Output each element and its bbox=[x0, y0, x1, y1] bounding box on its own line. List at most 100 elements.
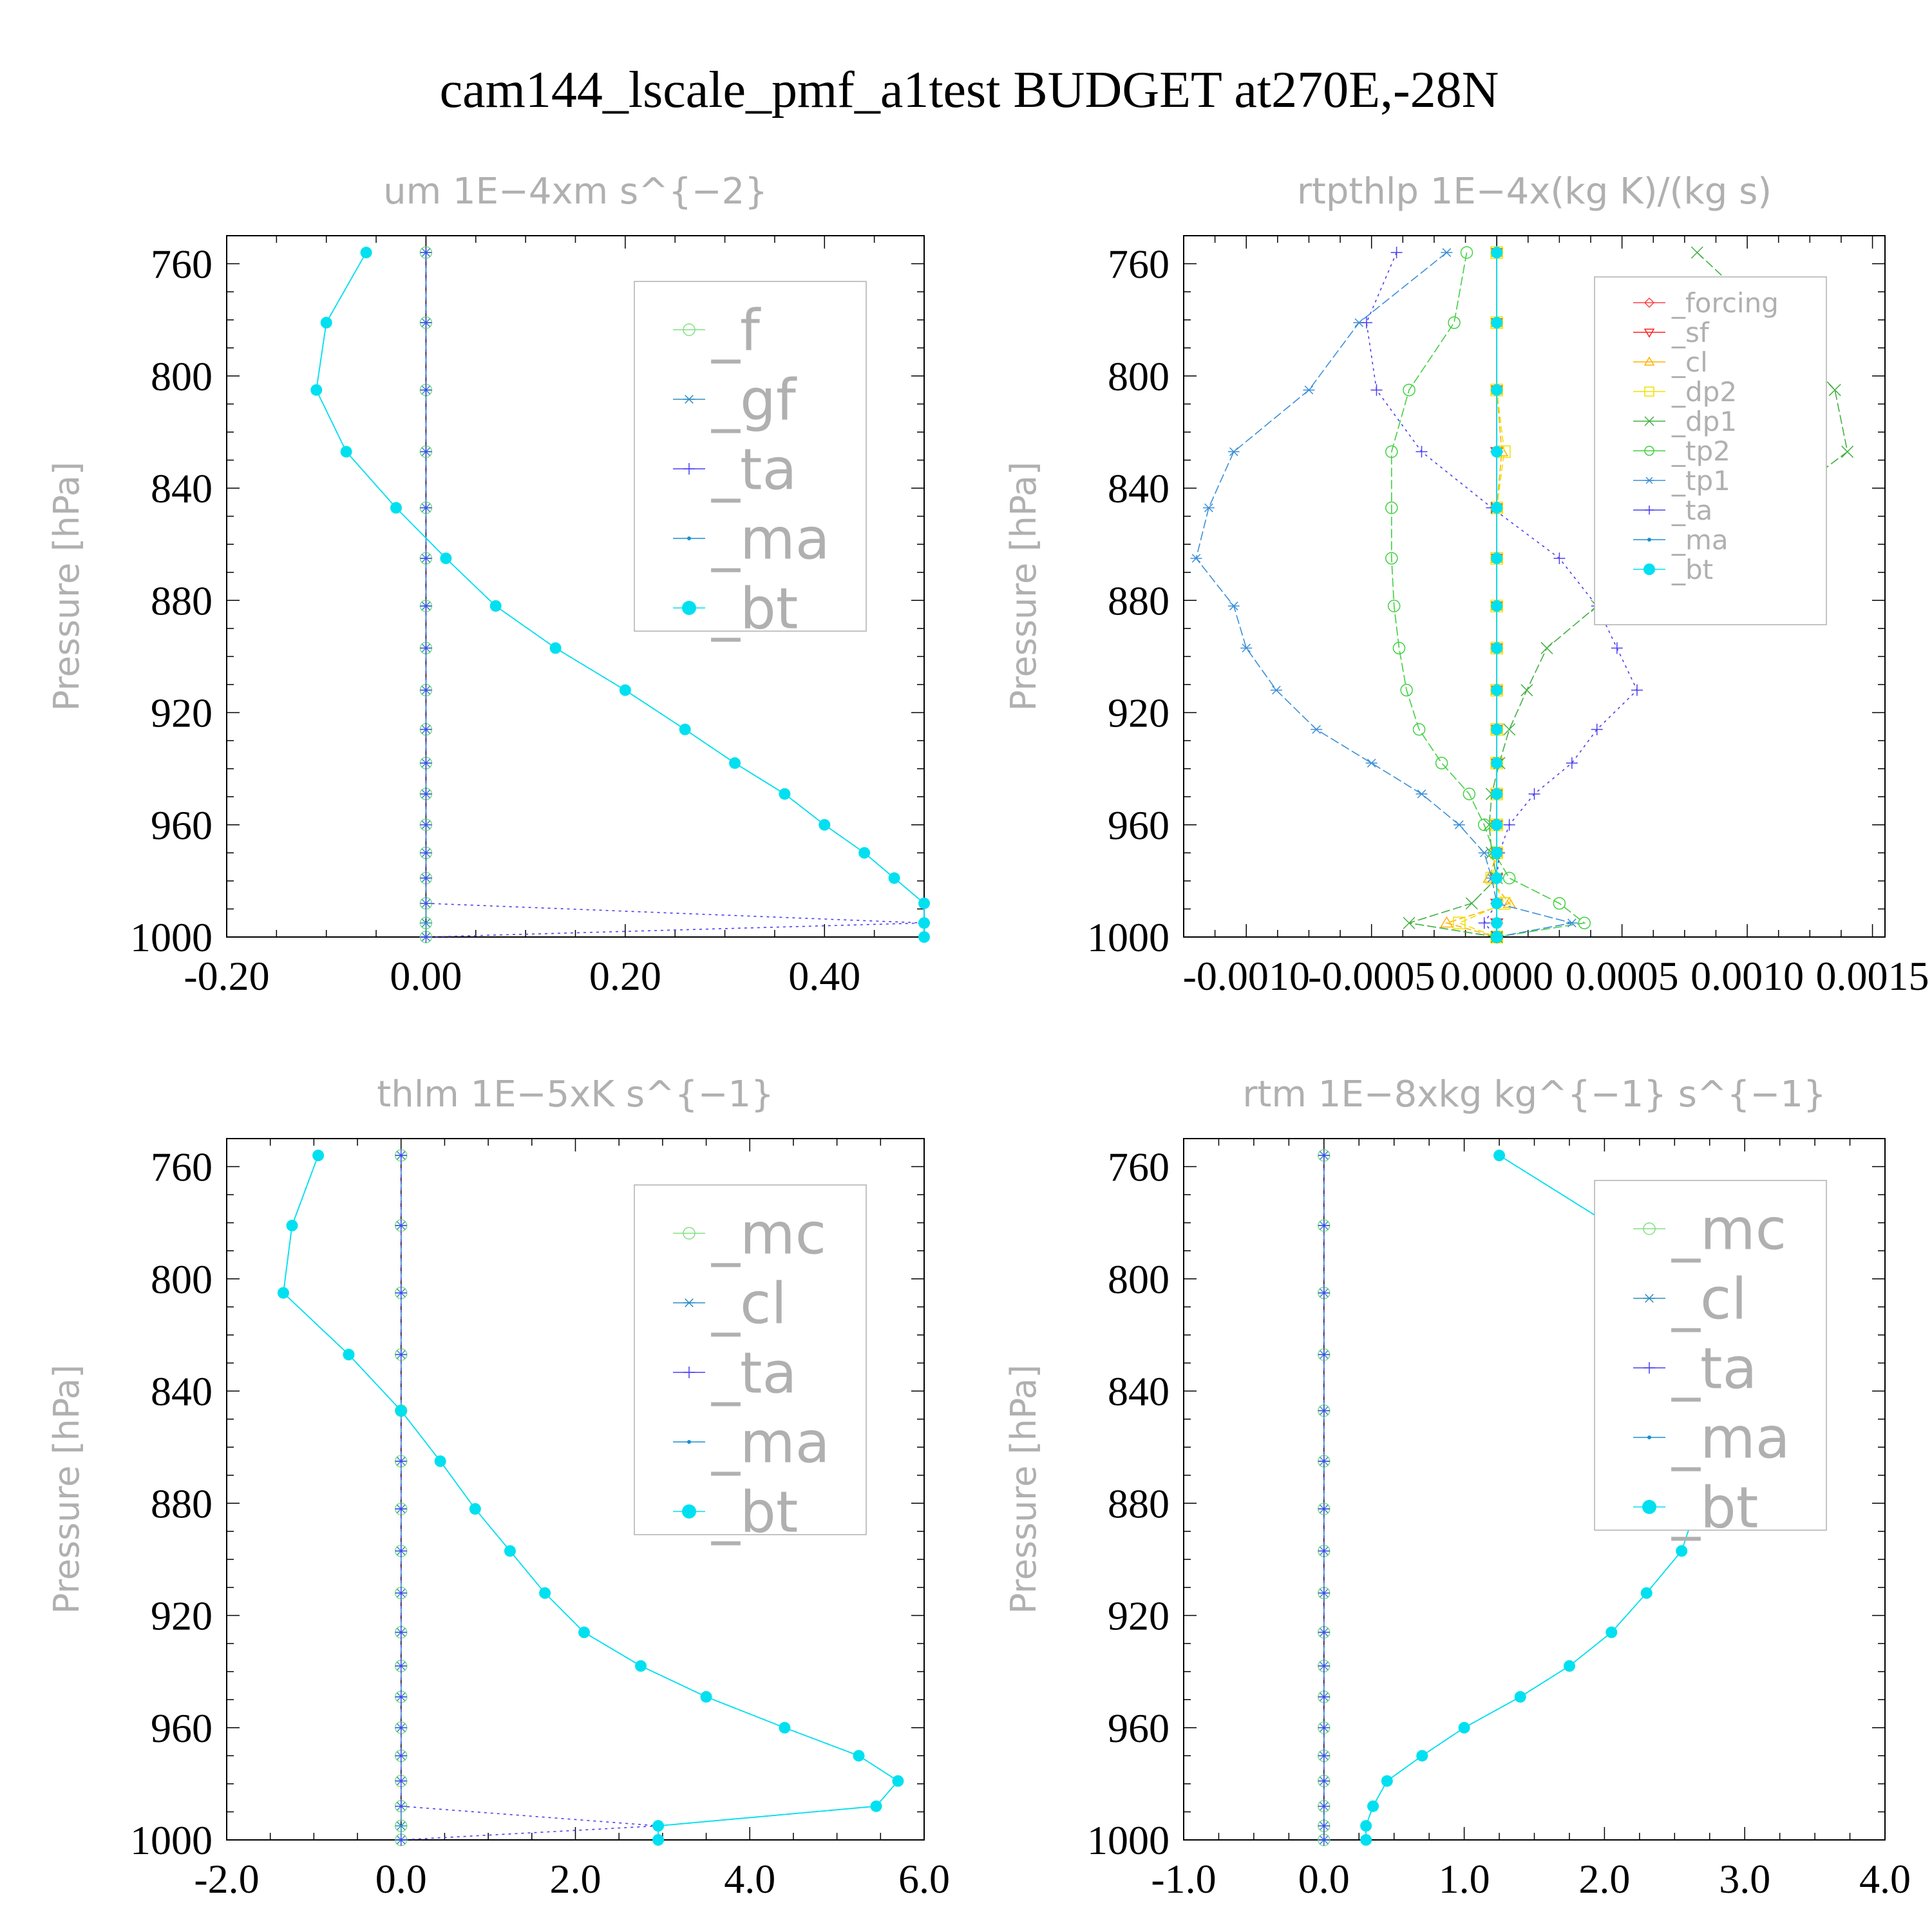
data-point bbox=[1412, 723, 1426, 736]
y-tick-label: 840 bbox=[151, 1368, 213, 1414]
legend-marker bbox=[1643, 1294, 1655, 1303]
data-point bbox=[440, 552, 452, 564]
data-point bbox=[1318, 1626, 1330, 1638]
panels: um 1E−4xm s^{−2} Pressure [hPa] 760 800 840 8… bbox=[46, 171, 1929, 1902]
data-point bbox=[360, 247, 372, 259]
y-tick-label: 880 bbox=[1108, 578, 1170, 623]
data-point bbox=[1303, 385, 1315, 395]
data-point bbox=[918, 897, 930, 909]
data-point bbox=[395, 1721, 407, 1734]
x-tick-label: 0.0015 bbox=[1816, 953, 1929, 999]
data-point bbox=[1360, 1820, 1372, 1832]
legend-label: _ma bbox=[1671, 1405, 1790, 1472]
data-point bbox=[1491, 897, 1503, 909]
data-point bbox=[1465, 897, 1478, 910]
series-line bbox=[1444, 252, 1510, 938]
data-point bbox=[1318, 1455, 1330, 1467]
legend-marker bbox=[683, 323, 696, 336]
x-tick-label: 0.20 bbox=[589, 953, 661, 999]
data-point bbox=[1390, 247, 1403, 259]
data-point bbox=[1563, 1660, 1575, 1672]
legend-marker bbox=[1645, 477, 1654, 484]
data-point bbox=[395, 1775, 407, 1787]
x-tick-label: 4.0 bbox=[1859, 1856, 1911, 1902]
data-point bbox=[918, 931, 930, 943]
data-point bbox=[1441, 248, 1453, 257]
data-point bbox=[1403, 383, 1416, 397]
legend-label: _cl bbox=[1671, 1266, 1747, 1332]
x-tick-label: 1.0 bbox=[1439, 1856, 1490, 1902]
y-tick-label: 800 bbox=[151, 354, 213, 399]
data-point bbox=[420, 502, 432, 514]
data-point bbox=[1491, 600, 1503, 612]
series-tp1 bbox=[1190, 248, 1578, 942]
series-ta bbox=[395, 1150, 665, 1846]
data-point bbox=[1318, 1775, 1330, 1787]
legend-marker bbox=[683, 463, 695, 475]
legend-label: _cl bbox=[1671, 346, 1708, 378]
data-point bbox=[420, 757, 432, 769]
data-point bbox=[1318, 1750, 1330, 1762]
data-point bbox=[1591, 723, 1603, 735]
data-point bbox=[1491, 642, 1503, 654]
plot-frame bbox=[1183, 235, 1886, 938]
x-tick-label: 6.0 bbox=[898, 1856, 950, 1902]
y-tick-label: 920 bbox=[1108, 1593, 1170, 1639]
data-point bbox=[1828, 384, 1841, 397]
y-tick-label: 880 bbox=[151, 1481, 213, 1526]
legend-label: _bt bbox=[711, 1479, 798, 1546]
y-tick-label: 920 bbox=[151, 1593, 213, 1639]
data-point bbox=[1503, 723, 1516, 736]
data-point bbox=[1370, 384, 1383, 396]
y-tick-label: 800 bbox=[1108, 354, 1170, 399]
legend: _mc_cl_ta_ma_bt bbox=[634, 1184, 867, 1546]
data-point bbox=[888, 872, 900, 884]
data-point bbox=[1491, 788, 1503, 800]
data-point bbox=[1491, 552, 1503, 564]
data-point bbox=[1318, 1690, 1330, 1703]
panel-title: um 1E−4xm s^{−2} bbox=[383, 171, 768, 213]
data-point bbox=[853, 1750, 865, 1762]
legend-marker bbox=[1647, 538, 1651, 542]
data-point bbox=[395, 1690, 407, 1703]
data-point bbox=[700, 1690, 712, 1703]
data-point bbox=[870, 1800, 882, 1812]
data-point bbox=[1491, 872, 1503, 884]
data-point bbox=[420, 847, 432, 859]
y-tick-label: 760 bbox=[1108, 242, 1170, 287]
x-tick-label: 2.0 bbox=[550, 1856, 601, 1902]
data-point bbox=[539, 1587, 551, 1599]
y-tick-label: 1000 bbox=[130, 1817, 213, 1863]
y-tick-label: 760 bbox=[151, 1144, 213, 1190]
data-point bbox=[420, 723, 432, 735]
data-point bbox=[420, 819, 432, 831]
y-tick-label: 840 bbox=[1108, 1368, 1170, 1414]
data-point bbox=[1318, 1220, 1330, 1232]
y-tick-label: 840 bbox=[151, 466, 213, 511]
data-point bbox=[1400, 683, 1413, 697]
data-point bbox=[1318, 1721, 1330, 1734]
data-point bbox=[652, 1834, 665, 1846]
data-point bbox=[1528, 788, 1540, 800]
data-point bbox=[819, 819, 831, 831]
data-point bbox=[1416, 446, 1428, 458]
data-point bbox=[420, 642, 432, 654]
data-point bbox=[1318, 1287, 1330, 1299]
x-tick-label: -0.0010 bbox=[1183, 953, 1310, 999]
data-point bbox=[1385, 445, 1398, 459]
x-tick-label: 0.0005 bbox=[1566, 953, 1679, 999]
series-line bbox=[1457, 252, 1505, 938]
legend-marker bbox=[1643, 297, 1655, 308]
data-point bbox=[619, 684, 631, 696]
data-point bbox=[1360, 317, 1372, 329]
panel-title: thlm 1E−5xK s^{−1} bbox=[377, 1074, 774, 1115]
legend-marker bbox=[1647, 1435, 1651, 1439]
data-point bbox=[420, 788, 432, 800]
data-point bbox=[1385, 552, 1398, 565]
legend-marker bbox=[1643, 356, 1655, 366]
data-point bbox=[420, 918, 432, 928]
x-tick-label: -0.20 bbox=[184, 953, 269, 999]
data-point bbox=[1491, 502, 1503, 514]
data-point bbox=[395, 1834, 407, 1846]
series-tp2 bbox=[1385, 246, 1591, 943]
